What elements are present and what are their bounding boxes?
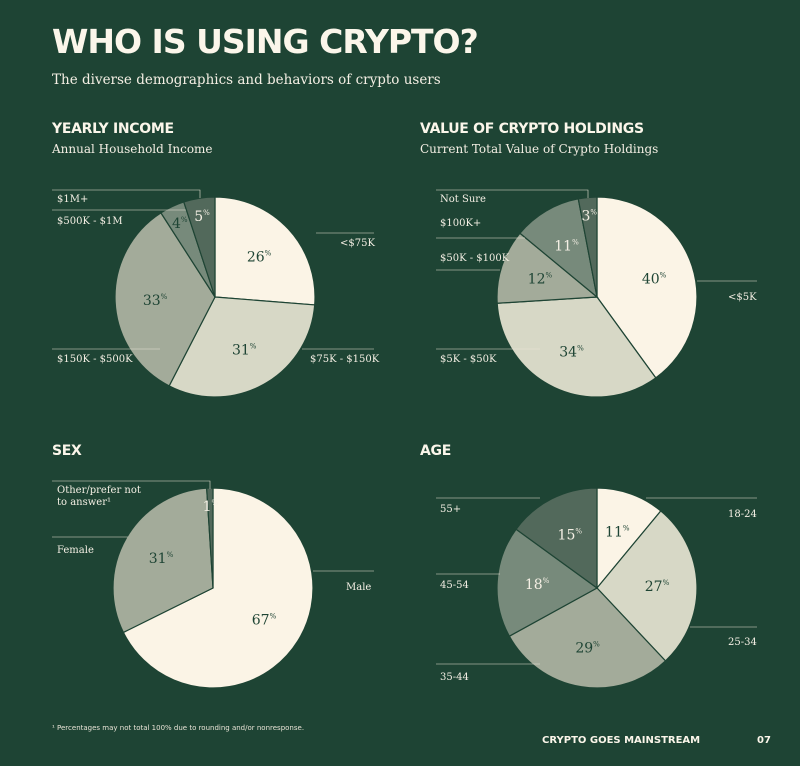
pie-slice-45-54	[496, 528, 599, 637]
label-line: to answer¹	[57, 497, 111, 508]
income-chart-subtitle: Annual Household Income	[52, 142, 213, 156]
slice-category-label: 55+	[440, 504, 461, 515]
pie-slice-150k-500k	[114, 212, 216, 387]
slice-category-label: Male	[346, 582, 371, 593]
slice-category-label: $1M+	[57, 194, 88, 205]
slice-category-label: 35-44	[440, 672, 469, 683]
slice-category-label: 45-54	[440, 580, 469, 591]
percent-sign: %	[572, 238, 579, 246]
percent-sign: %	[623, 525, 630, 533]
slice-category-label: Female	[57, 545, 94, 556]
pie-slice-1m	[183, 196, 216, 298]
callout-line	[436, 189, 589, 198]
percent-sign: %	[543, 577, 550, 585]
pie-slice-75k-150k	[168, 296, 316, 398]
percent-sign: %	[663, 579, 670, 587]
slice-category-label: 25-34	[728, 637, 757, 648]
pie-slice-50k-100k	[496, 232, 599, 304]
percent-sign: %	[167, 551, 174, 559]
sex-chart-title: SEX	[52, 443, 82, 459]
percent-sign: %	[181, 216, 188, 224]
holdings-chart-subtitle: Current Total Value of Crypto Holdings	[420, 142, 659, 156]
callout-line	[52, 189, 201, 198]
page-number: 07	[757, 735, 771, 746]
slice-category-label: Not Sure	[440, 194, 486, 205]
income-chart-title: YEARLY INCOME	[52, 121, 174, 137]
footnote: ¹ Percentages may not total 100% due to …	[52, 724, 305, 732]
percent-sign: %	[575, 528, 582, 536]
slice-category-label: <$5K	[728, 292, 757, 303]
holdings-chart-title: VALUE OF CRYPTO HOLDINGS	[420, 121, 644, 137]
percent-sign: %	[212, 499, 219, 507]
footer-brand: CRYPTO GOES MAINSTREAM	[542, 735, 701, 746]
percent-sign: %	[593, 640, 600, 648]
pie-slice-5k-50k	[496, 296, 657, 398]
pie-slice-18-24	[596, 487, 662, 590]
pie-slice-male	[122, 487, 314, 689]
percent-sign: %	[161, 293, 168, 301]
percent-sign: %	[590, 208, 597, 216]
slice-category-label: <$75K	[340, 238, 375, 249]
pie-slice-35-44	[508, 587, 667, 689]
slice-category-label: $50K - $100K	[440, 253, 510, 264]
pie-slice-75k	[214, 196, 316, 306]
page-title: WHO IS USING CRYPTO?	[52, 22, 479, 61]
pie-slice-25-34	[596, 510, 698, 662]
slice-category-label: $500K - $1M	[57, 216, 123, 227]
percent-sign: %	[660, 272, 667, 280]
page-subtitle: The diverse demographics and behaviors o…	[52, 72, 441, 88]
slice-category-label: Other/prefer not to answer¹	[57, 485, 141, 508]
percent-sign: %	[270, 613, 277, 621]
label-line: Other/prefer not	[57, 485, 141, 496]
slice-category-label: $75K - $150K	[310, 354, 380, 365]
slice-category-label: 18-24	[728, 509, 757, 520]
percent-sign: %	[250, 342, 257, 350]
percent-sign: %	[545, 272, 552, 280]
slice-category-label: $150K - $500K	[57, 354, 133, 365]
slice-category-label: $100K+	[440, 218, 481, 229]
percent-sign: %	[265, 249, 272, 257]
pie-slice-100k	[519, 198, 598, 299]
slice-category-label: $5K - $50K	[440, 354, 497, 365]
pie-slice-55	[515, 487, 598, 590]
percent-sign: %	[577, 344, 584, 352]
percent-sign: %	[203, 209, 210, 217]
pie-slice-not-sure	[577, 196, 598, 298]
age-chart-title: AGE	[420, 443, 451, 459]
callout-line	[52, 480, 211, 489]
pie-slice-5k	[596, 196, 698, 379]
pie-slice-female	[112, 487, 214, 634]
